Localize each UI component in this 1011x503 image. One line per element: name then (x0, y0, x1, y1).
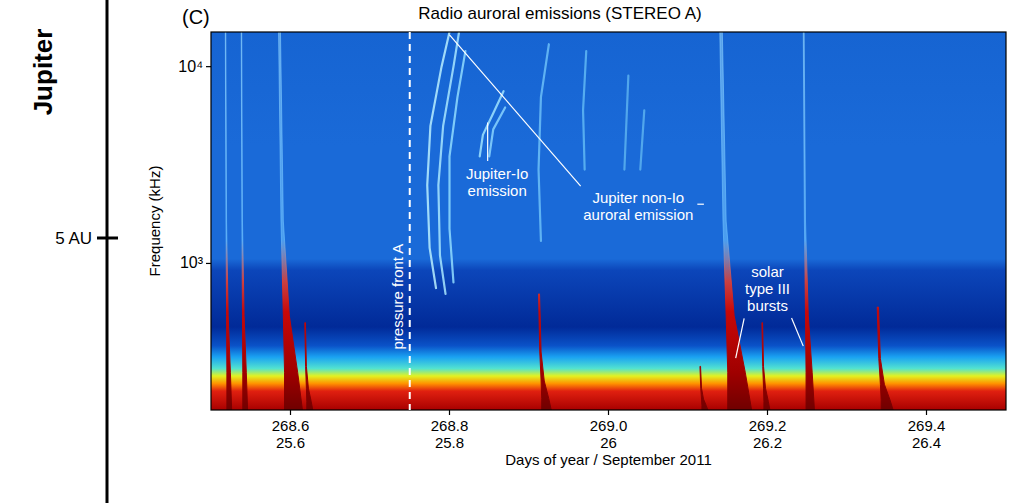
type-iii-burst (762, 323, 770, 410)
plot-frame (211, 32, 1006, 410)
auroral-arc (624, 76, 628, 170)
plot-area (211, 32, 1006, 410)
annotation-line-text: Jupiter-Io (466, 165, 529, 182)
y-tick-label: 10³ (180, 254, 204, 271)
annotation-line-text: bursts (747, 297, 788, 314)
type-iii-burst (700, 366, 708, 410)
annotation-text: pressure front A (389, 244, 406, 350)
title: Radio auroral emissions (STEREO A) (418, 4, 701, 23)
x-tick (608, 410, 609, 415)
background (211, 32, 1006, 410)
type-iii-burst (279, 32, 303, 410)
type-iii-burst (225, 32, 231, 410)
leader-line (697, 204, 704, 205)
y-tick (206, 263, 211, 264)
x-tick-label: 269.2 (749, 417, 787, 434)
x-tick-label: 268.8 (431, 417, 469, 434)
x-tick-label: 269.4 (908, 417, 946, 434)
auroral-arc (640, 110, 644, 169)
annotations: pressure front AJupiter-IoemissionJupite… (389, 32, 804, 410)
auroral-arc (450, 51, 466, 282)
leader-line (487, 123, 488, 161)
row-label: Jupiter (28, 29, 58, 116)
x-tick-label: 269.0 (590, 417, 628, 434)
x-tick (926, 410, 927, 415)
annotation-line-text: emission (468, 182, 527, 199)
type-iii-burst (803, 32, 814, 410)
y-tick (206, 66, 211, 67)
x-tick (449, 410, 450, 415)
x-date-label: 26 (600, 434, 617, 451)
x-tick (767, 410, 768, 415)
type-iii-burst (877, 307, 893, 410)
type-iii-burst (720, 32, 752, 410)
chart-root: Jupiter 5 AU Radio auroral emissions (STER… (0, 0, 1011, 503)
leader-line (792, 318, 804, 346)
annotation-text: Jupiter-Ioemission (466, 165, 529, 199)
panel-label: (C) (182, 6, 210, 28)
type-iii-burst (539, 294, 552, 410)
auroral-arc (583, 51, 586, 169)
type-iii-burst (305, 323, 313, 410)
x-date-label: 26.4 (912, 434, 941, 451)
x-date-label: 26.2 (753, 434, 782, 451)
annotation-line-text: auroral emission (583, 206, 693, 223)
distance-label: 5 AU (55, 229, 92, 248)
annotation-line-text: Jupiter non-Io (592, 189, 684, 206)
y-axis-title: Frequency (kHz) (146, 166, 163, 277)
annotation-text: solartype IIIbursts (745, 263, 790, 314)
leader-line (450, 35, 581, 186)
annotation-line (409, 32, 411, 410)
row-bar (106, 0, 109, 503)
x-date-label: 25.6 (276, 434, 305, 451)
leader-line (736, 318, 744, 358)
distance-tick (97, 237, 118, 240)
x-axis-title: Days of year / September 2011 (505, 451, 712, 468)
annotation-line-text: type III (745, 280, 790, 297)
type-iii-burst (241, 32, 247, 410)
x-date-label: 25.8 (435, 434, 464, 451)
auroral-arc (489, 108, 505, 157)
y-tick-label: 10⁴ (178, 58, 203, 75)
annotation-text: Jupiter non-Ioauroral emission (583, 189, 693, 223)
x-tick (290, 410, 291, 415)
auroral-arc (427, 32, 449, 288)
annotation-line-text: solar (751, 263, 784, 280)
x-tick-label: 268.6 (272, 417, 310, 434)
